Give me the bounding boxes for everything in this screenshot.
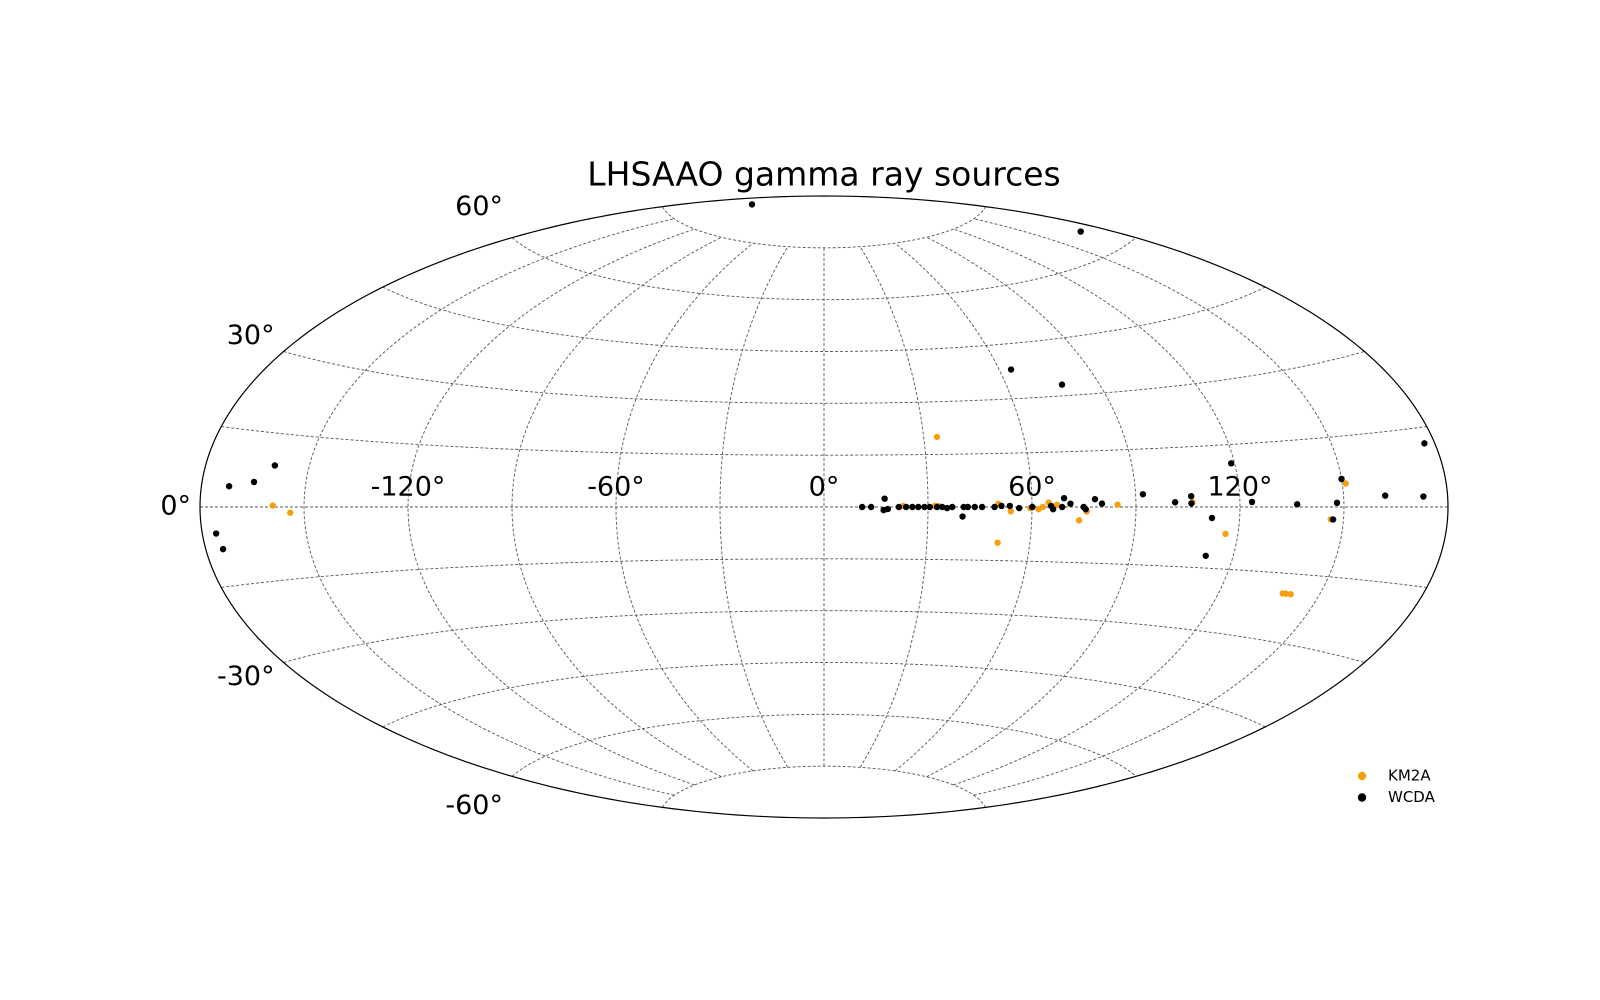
point	[225, 483, 233, 490]
point	[921, 503, 928, 511]
point	[219, 545, 227, 553]
point	[933, 433, 941, 441]
point	[1187, 492, 1195, 500]
point	[1114, 501, 1121, 508]
point	[1049, 505, 1057, 513]
point	[1342, 480, 1349, 487]
point	[1333, 499, 1341, 507]
grid-line	[511, 236, 722, 778]
point	[949, 503, 956, 511]
point	[959, 513, 966, 520]
point	[1420, 493, 1427, 500]
grid-line	[382, 286, 1266, 352]
point	[991, 503, 998, 511]
point	[1293, 501, 1301, 508]
point	[1208, 514, 1216, 522]
y-tick-label: 60°	[455, 191, 503, 222]
point	[909, 503, 916, 511]
point	[1381, 492, 1389, 499]
point	[1171, 499, 1179, 506]
point	[748, 201, 756, 208]
point	[1029, 503, 1036, 511]
point	[212, 530, 220, 537]
legend-label: WCDA	[1388, 788, 1436, 806]
legend-label: KM2A	[1388, 767, 1431, 785]
point	[1060, 494, 1068, 502]
point	[287, 509, 294, 516]
point	[1329, 516, 1337, 523]
legend-marker	[1357, 771, 1367, 781]
point	[1039, 503, 1046, 511]
map-frame	[199, 195, 1449, 819]
point	[1227, 460, 1235, 467]
point	[926, 503, 933, 511]
point	[978, 503, 986, 511]
point	[1279, 590, 1286, 597]
point	[1058, 381, 1066, 388]
point	[1007, 508, 1015, 515]
x-tick-label: 60°	[1008, 472, 1056, 503]
labels: -120° -60° 0° 60° 120° 60° 30° 0° -30° -60° KM2A WC…	[160, 191, 1435, 821]
point	[933, 503, 941, 511]
point	[1188, 500, 1195, 507]
x-tick-label: -120°	[371, 472, 446, 503]
point	[943, 504, 951, 512]
grid-line	[662, 206, 986, 249]
grid-line	[926, 236, 1137, 778]
point	[895, 503, 903, 511]
point	[271, 462, 279, 469]
point	[1082, 506, 1089, 513]
point	[1139, 491, 1147, 498]
point	[1202, 552, 1209, 559]
point	[1075, 517, 1083, 524]
point	[1287, 591, 1294, 598]
legend-marker	[1357, 793, 1367, 802]
point	[915, 503, 922, 511]
point	[998, 502, 1005, 510]
point	[1222, 530, 1229, 538]
grid-line	[719, 246, 789, 768]
x-tick-label: 0°	[809, 472, 840, 503]
point	[1006, 502, 1014, 510]
point	[867, 503, 875, 511]
point	[994, 539, 1001, 546]
y-tick-label: -60°	[445, 790, 503, 821]
grid-line	[973, 218, 1345, 796]
point	[1007, 366, 1015, 373]
point	[971, 503, 978, 511]
point	[1053, 501, 1061, 509]
point	[1421, 440, 1428, 447]
y-tick-label: 30°	[227, 320, 275, 351]
point	[1091, 495, 1099, 503]
points	[212, 201, 1428, 598]
grid-line	[303, 218, 675, 796]
point	[902, 503, 910, 511]
point	[269, 502, 277, 509]
point	[1338, 475, 1345, 483]
point	[858, 503, 866, 511]
point	[1077, 228, 1084, 235]
grid	[200, 206, 1448, 808]
point	[881, 495, 888, 502]
point	[939, 503, 946, 511]
grid-line	[615, 242, 754, 772]
point	[964, 503, 972, 511]
point	[1248, 498, 1256, 506]
y-tick-label: 0°	[160, 491, 191, 522]
point	[1058, 503, 1066, 511]
point	[1098, 500, 1106, 507]
y-tick-label: -30°	[217, 661, 275, 692]
x-tick-label: 120°	[1207, 472, 1272, 503]
point	[884, 505, 891, 513]
grid-line	[283, 351, 1365, 404]
x-tick-label: -60°	[587, 472, 645, 503]
chart-title: LHSAAO gamma ray sources	[587, 155, 1060, 194]
point	[250, 478, 258, 486]
point	[1015, 504, 1023, 512]
point	[1067, 500, 1074, 507]
